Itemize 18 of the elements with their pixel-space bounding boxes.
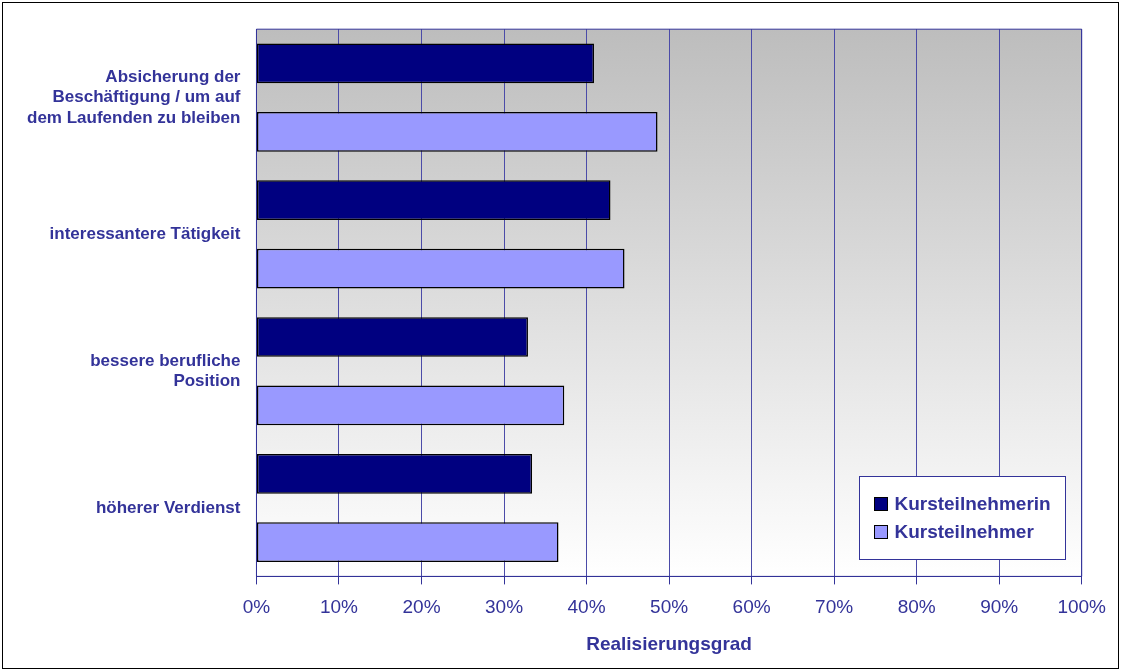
x-tick-label: 30% xyxy=(485,596,524,618)
x-tick-label: 40% xyxy=(567,596,606,618)
x-tick-label: 20% xyxy=(402,596,441,618)
y-tick-label: bessere berufliche Position xyxy=(90,350,241,391)
x-tick-label: 70% xyxy=(815,596,854,618)
x-axis-title: Realisierungsgrad xyxy=(586,632,752,654)
x-tick-label: 90% xyxy=(980,596,1019,618)
x-tick-label: 10% xyxy=(319,596,359,618)
y-tick-label: interessantere Tätigkeit xyxy=(49,224,241,244)
x-tick-label: 60% xyxy=(732,596,771,618)
x-tick-label: 0% xyxy=(242,596,271,618)
x-tick-label: 50% xyxy=(650,596,689,618)
y-tick-label: Absicherung der Beschäftigung / um auf dem Laufenden zu bleiben xyxy=(26,66,241,127)
text: Kursteilnehmer xyxy=(894,521,1034,544)
y-tick-label: höherer Verdienst xyxy=(95,497,241,517)
x-tick-label: 80% xyxy=(897,596,936,618)
legend-label: Kursteilnehmerin xyxy=(894,493,1051,516)
x-tick-label: 100% xyxy=(1057,596,1107,618)
